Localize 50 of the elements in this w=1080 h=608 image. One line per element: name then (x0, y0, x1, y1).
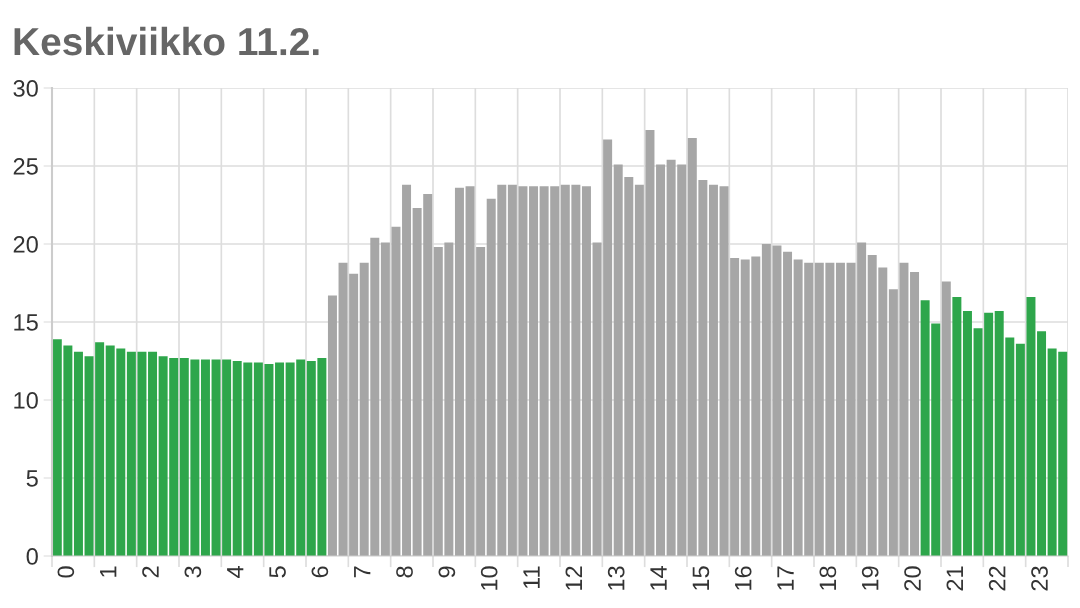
bar (952, 297, 962, 556)
x-tick-label: 10 (480, 566, 498, 590)
bar (656, 164, 666, 556)
y-tick-label: 30 (13, 80, 38, 97)
y-tick-label: 20 (13, 236, 38, 253)
x-tick-label: 15 (692, 566, 710, 590)
bar (327, 295, 337, 556)
x-tick-label: 2 (142, 566, 159, 578)
bar (708, 184, 718, 556)
x-tick-label: 17 (777, 566, 794, 590)
x-tick-label: 19 (861, 566, 879, 590)
bar (402, 184, 412, 556)
x-tick-label: 14 (650, 566, 667, 590)
x-tick-label: 7 (354, 566, 371, 578)
y-tick-label: 0 (26, 548, 38, 565)
bar (275, 362, 285, 556)
y-tick-label: 5 (26, 470, 38, 487)
chart-title: Keskiviikko 11.2. (14, 26, 319, 56)
x-tick-label: 8 (396, 566, 413, 578)
x-tick-label: 11 (523, 566, 540, 589)
x-tick-label: 18 (819, 566, 837, 590)
x-tick-label: 23 (1031, 566, 1048, 591)
bar (910, 272, 920, 556)
x-tick-label: 12 (565, 566, 582, 590)
y-tick-label: 25 (13, 158, 38, 175)
y-tick-label: 15 (14, 314, 38, 331)
bar (835, 262, 845, 556)
y-tick-label: 10 (14, 392, 38, 409)
x-tick-label: 6 (311, 566, 329, 578)
x-tick-label: 3 (184, 566, 202, 578)
bar (148, 351, 158, 556)
x-tick-label: 5 (269, 566, 286, 578)
bar (783, 251, 793, 556)
x-tick-label: 9 (438, 566, 456, 578)
x-tick-label: 13 (607, 566, 625, 590)
bar (962, 311, 972, 556)
bar (454, 187, 464, 556)
x-tick-label: 0 (57, 566, 75, 578)
x-tick-label: 4 (227, 566, 244, 578)
x-tick-label: 20 (904, 566, 921, 591)
bar (73, 351, 83, 556)
bar (941, 281, 951, 556)
x-tick-label: 21 (946, 566, 963, 591)
bar (581, 186, 591, 556)
bar (1037, 331, 1047, 556)
x-tick-label: 22 (988, 566, 1006, 591)
bar (529, 186, 539, 556)
x-tick-label: 16 (734, 566, 752, 590)
x-tick-label: 1 (100, 566, 117, 577)
bar (200, 359, 210, 556)
